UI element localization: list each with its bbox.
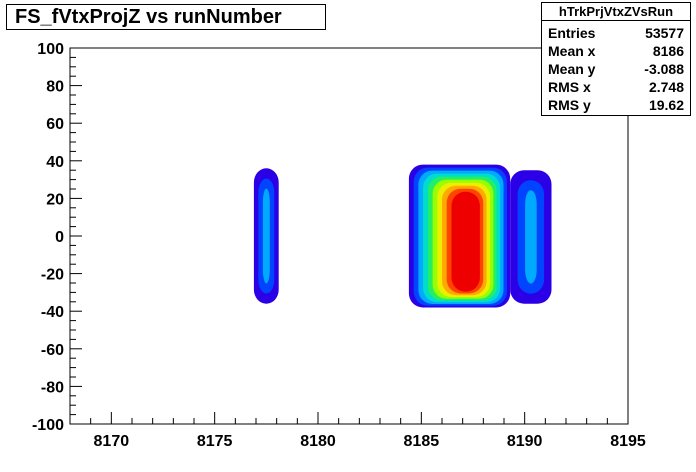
- x-tick-label: 8180: [300, 433, 336, 450]
- heatmap-contour: [525, 190, 537, 284]
- heatmap-cluster: [253, 168, 279, 304]
- stat-label: RMS x: [548, 79, 591, 95]
- stat-value: 8186: [652, 43, 684, 59]
- stat-value: 19.62: [648, 97, 684, 113]
- y-tick-label: 0: [55, 229, 64, 246]
- x-tick-label: 8185: [404, 433, 440, 450]
- heatmap-hotspot: [454, 207, 471, 220]
- heatmap-hotspot: [454, 267, 471, 280]
- y-tick-label: 40: [46, 154, 64, 171]
- stats-box: hTrkPrjVtxZVsRun Entries 53577 Mean x 81…: [541, 2, 691, 116]
- y-tick-label: 60: [46, 116, 64, 133]
- heatmap-hotspot: [454, 239, 471, 252]
- y-tick-label: -20: [41, 267, 64, 284]
- x-tick-label: 8195: [610, 433, 646, 450]
- stat-label: Mean x: [548, 43, 596, 59]
- heatmap-cluster: [408, 164, 511, 308]
- stat-label: Mean y: [548, 61, 596, 77]
- title-box: FS_fVtxProjZ vs runNumber: [6, 4, 326, 30]
- stat-value: 53577: [645, 25, 684, 41]
- stat-row-entries: Entries 53577: [548, 25, 684, 43]
- stat-row-rms-y: RMS y 19.62: [548, 97, 684, 115]
- heatmap-hotspot: [527, 248, 535, 261]
- stat-label: Entries: [548, 25, 596, 41]
- heatmap-cluster: [510, 170, 552, 304]
- stat-value: -3.088: [644, 61, 684, 77]
- y-tick-label: -100: [32, 417, 64, 434]
- chart-title: FS_fVtxProjZ vs runNumber: [15, 6, 282, 28]
- stat-label: RMS y: [548, 97, 591, 113]
- heatmap-hotspot: [264, 201, 269, 214]
- heatmap-hotspot: [527, 211, 535, 224]
- heatmap-marks: [253, 164, 552, 308]
- heatmap-hotspot: [264, 267, 269, 280]
- heatmap-hotspot: [264, 230, 269, 242]
- stat-row-rms-x: RMS x 2.748: [548, 79, 684, 97]
- y-tick-label: -40: [41, 304, 64, 321]
- x-tick-label: 8170: [94, 433, 130, 450]
- y-tick-label: -60: [41, 342, 64, 359]
- y-tick-label: 20: [46, 191, 64, 208]
- x-tick-label: 8175: [197, 433, 233, 450]
- stat-value: 2.748: [648, 79, 684, 95]
- stat-row-mean-x: Mean x 8186: [548, 43, 684, 61]
- y-tick-label: 80: [46, 79, 64, 96]
- stat-row-mean-y: Mean y -3.088: [548, 61, 684, 79]
- y-tick-label: -80: [41, 379, 64, 396]
- axes: -100 -80 -60 -40 -20 0 20 40 60 80 100 8170 8175 8180…: [32, 41, 646, 450]
- y-tick-label: 100: [37, 41, 64, 58]
- x-tick-label: 8190: [507, 433, 543, 450]
- stats-histogram-name: hTrkPrjVtxZVsRun: [542, 3, 690, 21]
